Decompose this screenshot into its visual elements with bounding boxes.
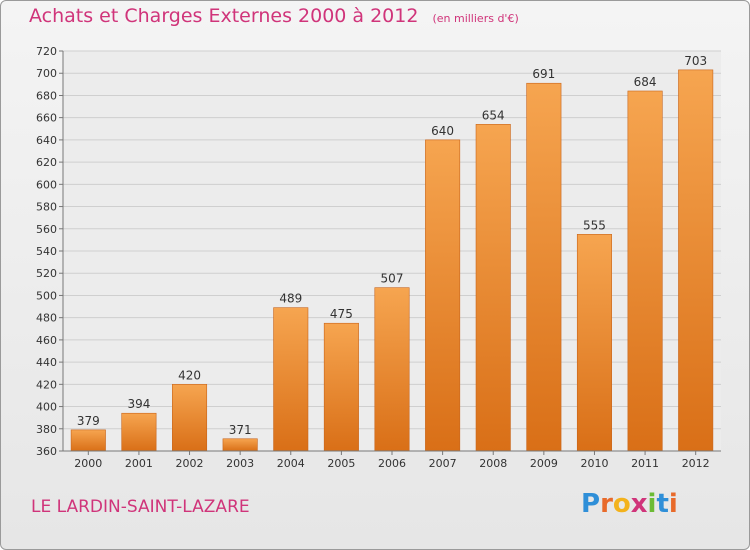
logo-letter: x bbox=[630, 489, 648, 519]
commune-name: LE LARDIN-SAINT-LAZARE bbox=[31, 497, 250, 517]
data-label: 507 bbox=[381, 272, 404, 286]
logo-letter: r bbox=[600, 489, 613, 519]
y-tick-label: 540 bbox=[36, 245, 57, 258]
x-tick-label: 2004 bbox=[277, 457, 305, 470]
y-tick-label: 620 bbox=[36, 156, 57, 169]
logo-letter: o bbox=[612, 489, 631, 519]
x-tick-label: 2003 bbox=[226, 457, 254, 470]
y-tick-label: 420 bbox=[36, 378, 57, 391]
bar bbox=[627, 90, 663, 452]
y-axis: 360 380 400 420 440 460 480 500 520 540 560 580 600 6… bbox=[36, 45, 64, 458]
logo-letter: P bbox=[581, 489, 601, 519]
y-tick-label: 380 bbox=[36, 423, 57, 436]
data-label: 684 bbox=[634, 75, 657, 89]
logo-letter: i bbox=[668, 489, 678, 519]
y-tick-label: 440 bbox=[36, 356, 57, 369]
chart-unit: (en milliers d'€) bbox=[432, 12, 519, 25]
x-tick-label: 2011 bbox=[631, 457, 659, 470]
bar bbox=[678, 69, 714, 452]
chart-title: Achats et Charges Externes 2000 à 2012 bbox=[29, 5, 419, 27]
y-tick-label: 700 bbox=[36, 67, 57, 80]
y-tick-label: 640 bbox=[36, 134, 57, 147]
data-label: 703 bbox=[684, 54, 707, 68]
bar bbox=[475, 124, 511, 452]
bar bbox=[576, 234, 612, 452]
bars: 379 394 420 371 489 475 507 640 654 691 555 684 703 bbox=[70, 54, 714, 452]
x-tick-label: 2000 bbox=[74, 457, 102, 470]
x-tick-label: 2008 bbox=[479, 457, 507, 470]
logo-letter: i bbox=[647, 489, 657, 519]
x-tick-label: 2002 bbox=[176, 457, 204, 470]
x-tick-label: 2005 bbox=[327, 457, 355, 470]
bar bbox=[526, 82, 562, 452]
bar bbox=[70, 429, 106, 452]
y-tick-label: 680 bbox=[36, 89, 57, 102]
x-tick-label: 2009 bbox=[530, 457, 558, 470]
y-tick-label: 460 bbox=[36, 334, 57, 347]
data-label: 691 bbox=[532, 67, 555, 81]
y-tick-label: 580 bbox=[36, 201, 57, 214]
bar bbox=[374, 287, 410, 452]
y-tick-label: 560 bbox=[36, 223, 57, 236]
y-tick-label: 660 bbox=[36, 112, 57, 125]
bar bbox=[172, 384, 208, 452]
x-tick-label: 2012 bbox=[682, 457, 710, 470]
proxiti-logo[interactable]: Proxiti bbox=[581, 489, 678, 519]
x-axis: 2000 2001 2002 2003 2004 2005 2006 2007 2008 2009… bbox=[63, 450, 721, 470]
data-label: 640 bbox=[431, 124, 454, 138]
x-tick-label: 2010 bbox=[580, 457, 608, 470]
x-tick-label: 2006 bbox=[378, 457, 406, 470]
x-tick-label: 2007 bbox=[429, 457, 457, 470]
y-tick-label: 360 bbox=[36, 445, 57, 458]
bar bbox=[323, 322, 359, 452]
data-label: 475 bbox=[330, 307, 353, 321]
x-tick-label: 2001 bbox=[125, 457, 153, 470]
logo-letter: t bbox=[656, 489, 669, 519]
y-tick-label: 400 bbox=[36, 401, 57, 414]
y-tick-label: 720 bbox=[36, 45, 57, 58]
bar bbox=[121, 412, 157, 452]
bar bbox=[222, 438, 258, 452]
data-label: 420 bbox=[178, 368, 201, 382]
y-tick-label: 600 bbox=[36, 178, 57, 191]
y-tick-label: 480 bbox=[36, 312, 57, 325]
data-label: 654 bbox=[482, 108, 505, 122]
y-tick-label: 500 bbox=[36, 289, 57, 302]
bar bbox=[425, 139, 461, 452]
data-label: 379 bbox=[77, 414, 100, 428]
data-label: 555 bbox=[583, 218, 606, 232]
data-label: 489 bbox=[279, 292, 302, 306]
y-tick-label: 520 bbox=[36, 267, 57, 280]
chart-title-block: Achats et Charges Externes 2000 à 2012 (e… bbox=[29, 5, 519, 27]
bar bbox=[273, 307, 309, 452]
data-label: 371 bbox=[229, 423, 252, 437]
data-label: 394 bbox=[127, 397, 150, 411]
